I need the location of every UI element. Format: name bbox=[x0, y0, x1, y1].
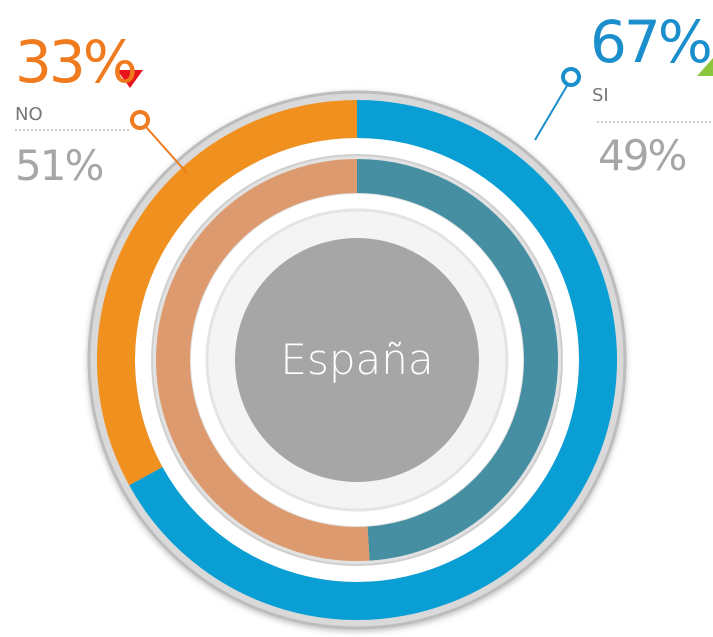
value-label: 67% bbox=[590, 8, 710, 76]
leader-dot bbox=[130, 110, 150, 130]
category-label: SI bbox=[592, 85, 609, 106]
value-label: 51% bbox=[15, 141, 102, 190]
down-arrow bbox=[117, 70, 143, 88]
leader-line bbox=[145, 126, 188, 174]
leader-line bbox=[534, 83, 569, 141]
value-label: 33% bbox=[15, 28, 135, 96]
donut-segment bbox=[97, 100, 358, 486]
donut-segment bbox=[356, 159, 558, 561]
center-disc bbox=[235, 238, 479, 482]
center-label: España bbox=[280, 335, 433, 384]
value-label: 49% bbox=[598, 131, 685, 180]
category-label: NO bbox=[15, 104, 43, 125]
leader-dot bbox=[561, 67, 581, 87]
donut-segment bbox=[129, 100, 617, 620]
up-arrow bbox=[697, 58, 713, 76]
donut-segment bbox=[156, 159, 370, 561]
